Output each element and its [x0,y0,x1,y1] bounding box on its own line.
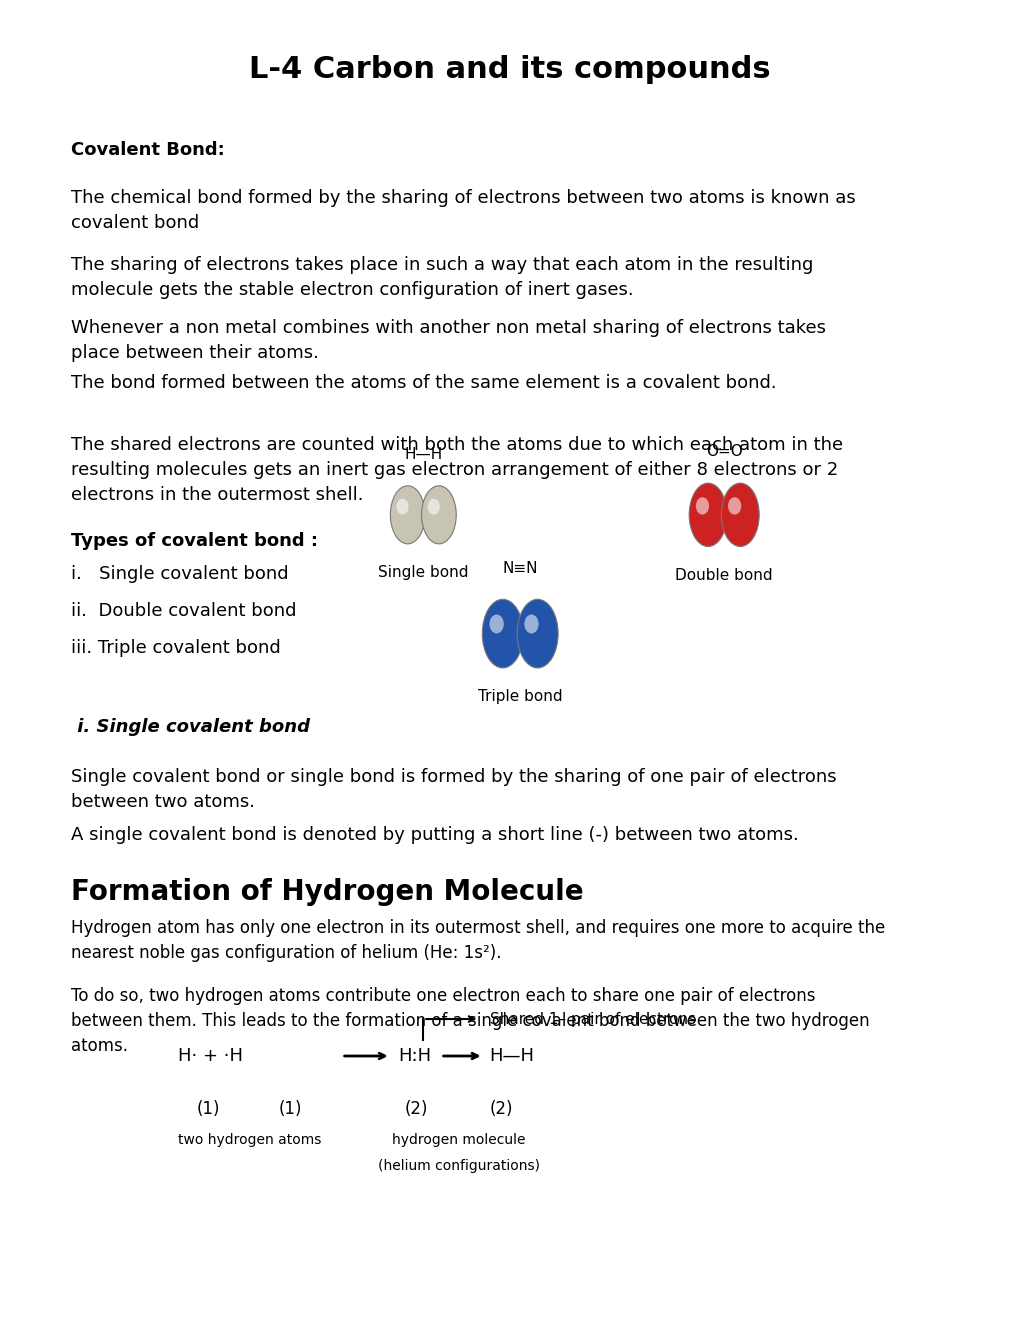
Text: (2): (2) [489,1100,514,1118]
Text: ii.  Double covalent bond: ii. Double covalent bond [71,602,297,620]
Text: H—H: H—H [489,1047,534,1065]
Text: H—H: H—H [404,447,442,462]
Text: Types of covalent bond :: Types of covalent bond : [71,532,318,550]
Text: Single covalent bond or single bond is formed by the sharing of one pair of elec: Single covalent bond or single bond is f… [71,768,837,812]
Ellipse shape [390,486,425,544]
Ellipse shape [524,615,538,634]
Text: To do so, two hydrogen atoms contribute one electron each to share one pair of e: To do so, two hydrogen atoms contribute … [71,987,869,1056]
Text: (2): (2) [404,1100,428,1118]
Text: H:H: H:H [397,1047,430,1065]
Text: H· + ·H: H· + ·H [178,1047,244,1065]
Ellipse shape [517,599,557,668]
Text: L-4 Carbon and its compounds: L-4 Carbon and its compounds [249,55,770,84]
Text: N≡N: N≡N [502,561,537,576]
Ellipse shape [482,599,523,668]
Text: (1): (1) [278,1100,303,1118]
Ellipse shape [396,499,409,515]
Text: Covalent Bond:: Covalent Bond: [71,141,225,160]
Ellipse shape [427,499,439,515]
Text: The bond formed between the atoms of the same element is a covalent bond.: The bond formed between the atoms of the… [71,374,776,392]
Text: A single covalent bond is denoted by putting a short line (-) between two atoms.: A single covalent bond is denoted by put… [71,826,798,845]
Text: i. Single covalent bond: i. Single covalent bond [71,718,310,737]
Text: hydrogen molecule: hydrogen molecule [392,1133,525,1147]
Ellipse shape [489,615,503,634]
Ellipse shape [720,483,758,546]
Ellipse shape [689,483,727,546]
Text: iii. Triple covalent bond: iii. Triple covalent bond [71,639,281,657]
Text: Whenever a non metal combines with another non metal sharing of electrons takes
: Whenever a non metal combines with anoth… [71,319,825,363]
Text: Shared 1– pair of electrons: Shared 1– pair of electrons [489,1011,695,1027]
Text: Formation of Hydrogen Molecule: Formation of Hydrogen Molecule [71,878,584,906]
Text: (helium configurations): (helium configurations) [378,1159,539,1173]
Text: The chemical bond formed by the sharing of electrons between two atoms is known : The chemical bond formed by the sharing … [71,189,855,232]
Text: Double bond: Double bond [675,568,772,582]
Text: Hydrogen atom has only one electron in its outermost shell, and requires one mor: Hydrogen atom has only one electron in i… [71,919,884,962]
Text: O=O: O=O [705,445,742,459]
Ellipse shape [421,486,455,544]
Text: The sharing of electrons takes place in such a way that each atom in the resulti: The sharing of electrons takes place in … [71,256,813,300]
Text: Triple bond: Triple bond [478,689,561,704]
Text: The shared electrons are counted with both the atoms due to which each atom in t: The shared electrons are counted with bo… [71,436,843,504]
Text: (1): (1) [196,1100,220,1118]
Ellipse shape [728,498,741,515]
Text: two hydrogen atoms: two hydrogen atoms [178,1133,321,1147]
Text: i.   Single covalent bond: i. Single covalent bond [71,565,288,583]
Text: Single bond: Single bond [378,565,468,579]
Ellipse shape [695,498,708,515]
